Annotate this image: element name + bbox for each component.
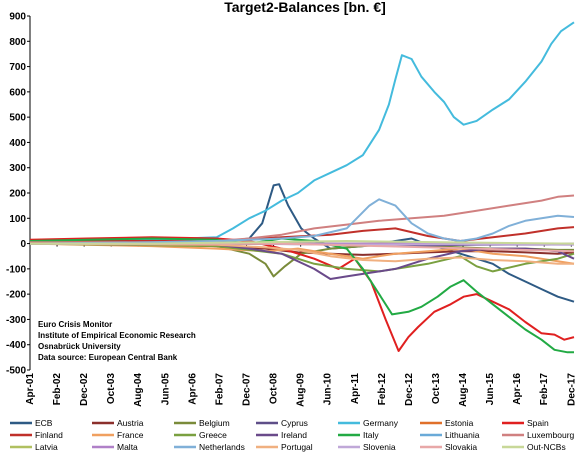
y-tick-label: 400 [9,138,26,149]
x-tick-label: Oct-13 [431,373,442,405]
x-tick-label: Dec-12 [404,373,415,406]
x-tick-label: Feb-07 [214,373,225,406]
series-lines [29,21,575,354]
legend-item: Lithuania [420,430,480,440]
legend-item: Latvia [10,442,58,452]
legend-item: Greece [174,430,227,440]
legend-item: Out-NCBs [502,442,566,452]
chart-title: Target2-Balances [bn. €] [224,0,386,15]
legend-label: Austria [117,418,144,428]
legend-label: Slovenia [363,442,396,452]
legend-label: France [117,430,144,440]
annotation-line: Osnabrück University [38,342,121,351]
x-tick-label: Oct-08 [269,373,280,405]
legend-label: Netherlands [199,442,245,452]
legend-item: Finland [10,430,63,440]
series-line-out-ncbs [30,240,575,245]
legend-label: Out-NCBs [527,442,566,452]
legend-item: Netherlands [174,442,245,452]
legend-label: ECB [35,418,53,428]
legend-label: Greece [199,430,227,440]
x-tick-label: Feb-12 [377,373,388,406]
legend-item: Cyprus [256,418,308,428]
x-tick-label: Aug-09 [296,373,307,407]
x-tick-label: Jun-10 [323,373,334,406]
legend-item: Austria [92,418,144,428]
legend-item: Ireland [256,430,307,440]
series-line-france [29,242,575,265]
x-tick-label: Dec-02 [79,373,90,406]
legend-item: Luxembourg [502,430,575,440]
x-tick-label: Dec-17 [566,373,577,406]
y-tick-label: -100 [6,264,26,275]
legend-label: Estonia [445,418,474,428]
legend-item: Spain [502,418,549,428]
y-tick-label: 200 [9,189,26,200]
legend-label: Italy [363,430,379,440]
x-tick-label: Apr-06 [187,373,198,405]
annotation-line: Euro Crisis Monitor [38,320,112,329]
legend-label: Luxembourg [527,430,575,440]
legend-item: ECB [10,418,53,428]
y-tick-label: 300 [9,163,26,174]
legend-item: Slovenia [338,442,396,452]
x-tick-label: Oct-03 [106,373,117,405]
legend-label: Lithuania [445,430,480,440]
legend-label: Finland [35,430,63,440]
legend-item: Italy [338,430,379,440]
legend-item: Malta [92,442,138,452]
legend-item: Belgium [174,418,230,428]
legend-label: Spain [527,418,549,428]
x-tick-label: Jun-05 [160,373,171,406]
legend-label: Portugal [281,442,313,452]
series-line-germany [29,21,575,245]
legend-item: Portugal [256,442,313,452]
x-tick-label: Apr-16 [512,373,523,405]
x-tick-label: Feb-02 [52,373,63,406]
x-tick-label: Aug-04 [133,373,144,407]
y-tick-label: 600 [9,87,26,98]
y-tick-label: -400 [6,340,26,351]
y-tick-label: -300 [6,315,26,326]
legend-item: France [92,430,144,440]
x-tick-label: Dec-07 [242,373,253,406]
legend-label: Ireland [281,430,307,440]
series-line-finland [30,226,575,242]
x-tick-label: Aug-14 [458,373,469,407]
legend: ECB Austria Belgium Cyprus Germany Estonia Spa… [10,418,575,452]
series-line-portugal [29,242,574,265]
legend-label: Cyprus [281,418,308,428]
y-tick-label: 0 [20,239,26,250]
legend-label: Germany [363,418,399,428]
legend-label: Slovakia [445,442,477,452]
chart-annotation: Euro Crisis Monitor Institute of Empirica… [38,320,196,362]
y-tick-label: 900 [9,12,26,23]
series-line-ireland [29,242,575,280]
legend-label: Malta [117,442,138,452]
y-tick-label: -200 [6,290,26,301]
x-tick-label: Apr-01 [25,373,36,405]
legend-item: Slovakia [420,442,477,452]
series-line-spain [29,236,575,352]
legend-label: Latvia [35,442,58,452]
x-tick-label: Feb-17 [539,373,550,406]
y-tick-label: 500 [9,113,26,124]
y-tick-label: -500 [6,366,26,377]
annotation-line: Data source: European Central Bank [38,353,178,362]
annotation-line: Institute of Empirical Economic Research [38,331,196,340]
x-tick-label: Apr-11 [350,373,361,405]
legend-item: Germany [338,418,399,428]
series-line-netherlands [29,198,575,245]
x-tick-label: Jun-15 [485,373,496,406]
y-tick-label: 700 [9,62,26,73]
y-tick-label: 100 [9,214,26,225]
legend-label: Belgium [199,418,230,428]
legend-item: Estonia [420,418,474,428]
y-tick-label: 800 [9,37,26,48]
